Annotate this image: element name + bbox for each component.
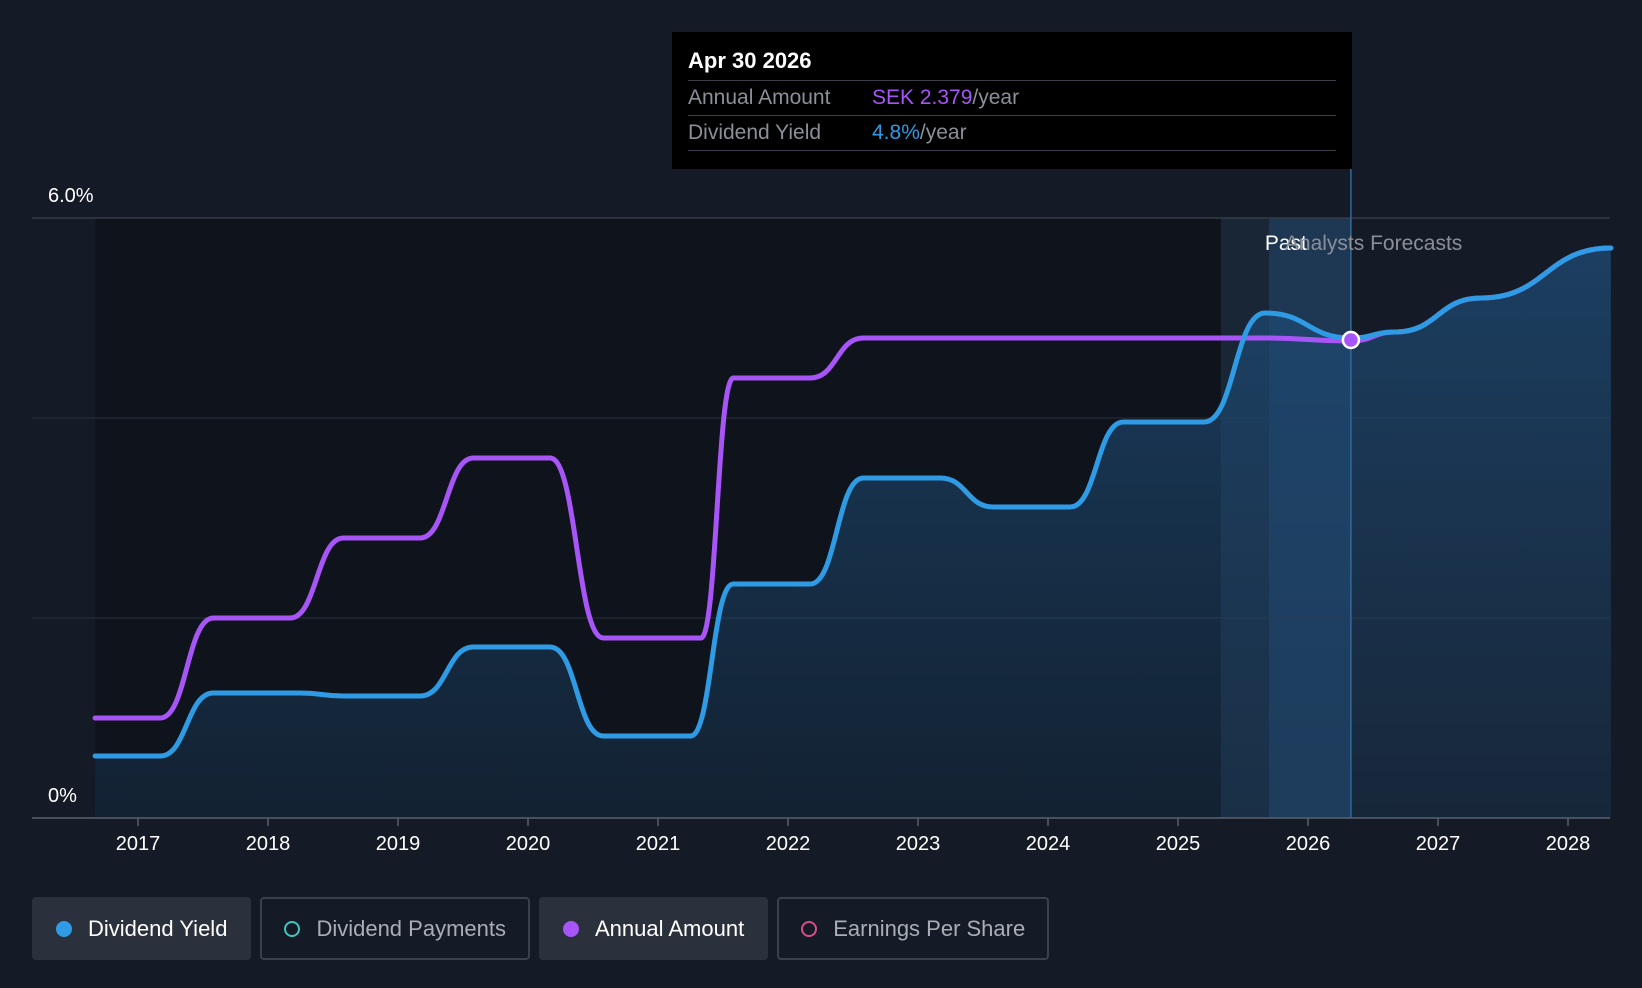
x-tick-label-2019: 2019	[376, 833, 421, 855]
past-label: Past	[1265, 232, 1307, 255]
legend: Dividend Yield Dividend Payments Annual …	[32, 897, 1050, 960]
tooltip: Apr 30 2026 Annual Amount SEK 2.379 /yea…	[672, 32, 1352, 169]
x-tick-label-2021: 2021	[636, 833, 681, 855]
x-tick-label-2028: 2028	[1546, 833, 1591, 855]
x-tick-label-2025: 2025	[1156, 833, 1201, 855]
earnings-per-share-ring-icon	[801, 920, 818, 937]
dividend-yield-dot-icon	[56, 920, 72, 937]
tooltip-row-dividend-yield: Dividend Yield 4.8% /year	[688, 115, 1336, 151]
tooltip-date: Apr 30 2026	[688, 48, 812, 73]
x-tick-label-2026: 2026	[1286, 833, 1331, 855]
dividend-payments-ring-icon	[284, 920, 301, 937]
x-tick-label-2022: 2022	[766, 833, 811, 855]
annual-amount-dot-icon	[562, 920, 579, 937]
series-line-dividend-yield	[92, 245, 1614, 759]
tooltip-annual-amount-value: SEK 2.379	[872, 86, 973, 109]
legend-annual-amount-label: Annual Amount	[594, 915, 745, 941]
y-tick-label-top: 6.0%	[48, 185, 94, 207]
x-tick-label-2024: 2024	[1026, 833, 1071, 855]
legend-dividend-yield-label: Dividend Yield	[88, 915, 228, 941]
legend-earnings-per-share[interactable]: Earnings Per Share	[777, 897, 1050, 960]
tooltip-annual-amount-label: Annual Amount	[688, 86, 831, 109]
y-tick-label-bottom: 0%	[48, 785, 77, 807]
x-tick-label-2027: 2027	[1416, 833, 1461, 855]
tooltip-dividend-yield-unit: /year	[919, 121, 967, 144]
tooltip-dividend-yield-value: 4.8%	[872, 121, 920, 144]
x-tick-label-2017: 2017	[116, 833, 161, 855]
yield-area-fill	[95, 248, 1611, 818]
x-ticks: 2017 2018 2019 2020 2021 2022 2023 2024 2025 2026…	[116, 818, 1591, 855]
tooltip-row-annual-amount: Annual Amount SEK 2.379 /year	[688, 80, 1336, 115]
legend-annual-amount[interactable]: Annual Amount	[538, 897, 769, 960]
tooltip-dividend-yield-label: Dividend Yield	[688, 121, 822, 144]
legend-dividend-payments-label: Dividend Payments	[316, 915, 506, 941]
legend-dividend-payments[interactable]: Dividend Payments	[260, 897, 530, 960]
forecast-label: Analysts Forecasts	[1285, 232, 1462, 255]
tooltip-annual-amount-unit: /year	[972, 86, 1020, 109]
current-point-marker[interactable]	[1341, 330, 1361, 350]
x-tick-label-2018: 2018	[246, 833, 291, 855]
legend-dividend-yield[interactable]: Dividend Yield	[32, 897, 252, 960]
legend-earnings-per-share-label: Earnings Per Share	[833, 915, 1026, 941]
x-tick-label-2020: 2020	[506, 833, 551, 855]
x-tick-label-2023: 2023	[896, 833, 941, 855]
